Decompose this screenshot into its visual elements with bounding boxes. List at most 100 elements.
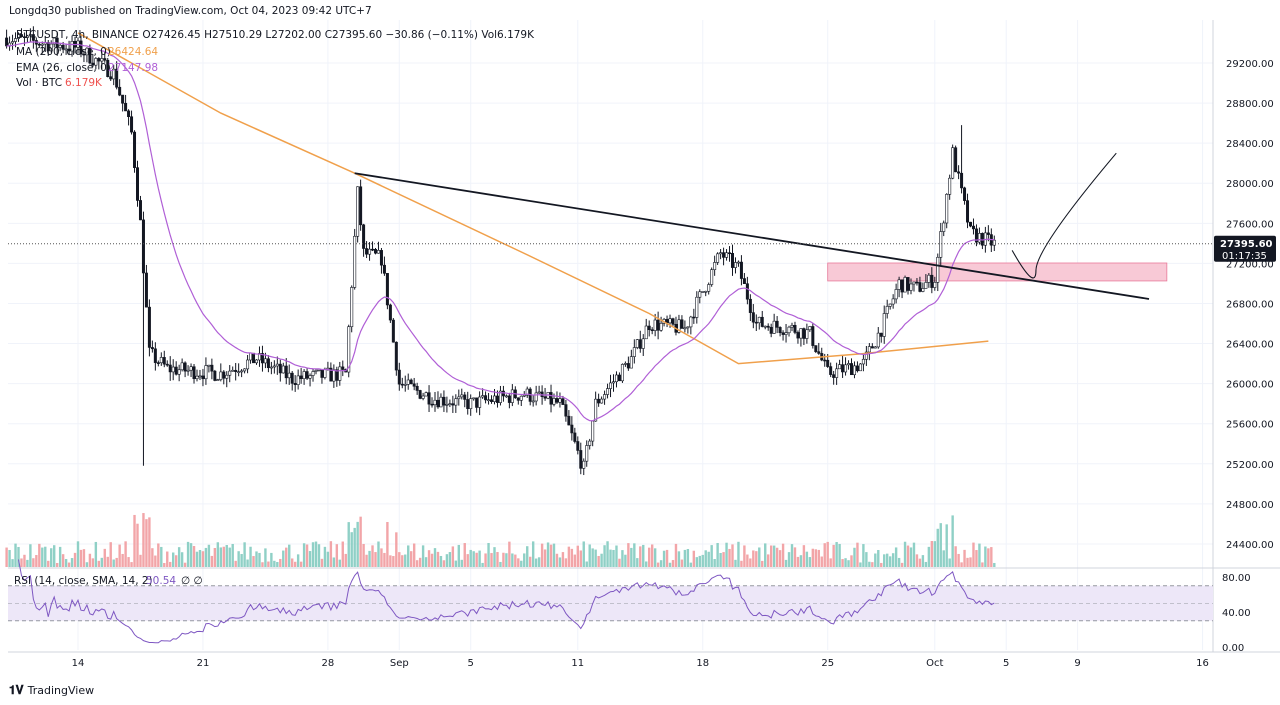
volume-bar xyxy=(508,541,511,567)
candle-body xyxy=(927,274,931,283)
candle-body xyxy=(858,363,862,372)
candle-body xyxy=(400,383,404,386)
candle-body xyxy=(760,316,764,327)
volume-bar xyxy=(157,543,160,567)
candle-body xyxy=(936,256,940,283)
volume-bar xyxy=(412,543,416,567)
candle-body xyxy=(606,388,610,395)
candle-body xyxy=(302,371,306,380)
candle-body xyxy=(814,345,818,352)
candle-body xyxy=(359,186,363,226)
tradingview-logo[interactable]: 𝟏𝐕 TradingView xyxy=(9,683,94,698)
candle-body xyxy=(635,339,639,348)
volume-bar xyxy=(636,558,639,567)
volume-bar xyxy=(344,553,347,567)
candle-body xyxy=(430,403,434,406)
candle-body xyxy=(591,420,595,442)
candle-body xyxy=(412,383,416,387)
rsi-visibility-icons: ∅ ∅ xyxy=(181,575,203,587)
volume-bar xyxy=(832,544,835,567)
candle-body xyxy=(799,328,803,339)
volume-bar xyxy=(549,544,553,567)
candle-body xyxy=(986,232,990,235)
candle-body xyxy=(100,58,104,62)
candle-body xyxy=(350,287,354,328)
candle-body xyxy=(852,365,856,376)
volume-bar xyxy=(841,559,844,567)
candle-body xyxy=(424,392,428,397)
candle-body xyxy=(308,375,312,379)
candle-body xyxy=(237,371,241,373)
volume-bar xyxy=(674,543,678,567)
volume-bar xyxy=(781,543,785,567)
tv-logo-icon: 𝟏𝐕 xyxy=(9,683,24,697)
volume-bar xyxy=(121,553,124,567)
candle-body xyxy=(379,250,383,266)
volume-bar xyxy=(784,559,788,567)
candle-body xyxy=(127,110,131,118)
candle-body xyxy=(255,359,259,364)
candle-body xyxy=(136,167,140,201)
candle-body xyxy=(335,369,339,381)
volume-bar xyxy=(445,554,449,567)
volume-bar xyxy=(356,521,359,567)
candle-body xyxy=(754,321,758,324)
volume-bar xyxy=(404,554,407,567)
volume-bar xyxy=(951,515,954,567)
volume-bar xyxy=(335,544,339,567)
volume-bar xyxy=(273,560,276,567)
candle-body xyxy=(314,370,318,372)
volume-bar xyxy=(469,549,472,567)
volume-bar xyxy=(880,562,883,567)
rsi-tick: 40.00 xyxy=(1222,608,1251,619)
volume-bar xyxy=(320,558,324,567)
candle-body xyxy=(421,395,425,399)
candle-body xyxy=(933,282,937,288)
candle-body xyxy=(130,116,134,133)
volume-bar xyxy=(853,547,856,567)
volume-bar xyxy=(91,558,95,567)
candle-body xyxy=(522,394,526,397)
candle-body xyxy=(900,279,904,293)
candle-body xyxy=(823,359,827,362)
volume-bar xyxy=(844,558,847,567)
volume-bar xyxy=(624,554,627,567)
candle-body xyxy=(260,353,264,364)
volume-bar xyxy=(305,544,309,567)
candle-body xyxy=(388,304,392,321)
volume-bar xyxy=(276,562,279,567)
volume-bar xyxy=(213,547,217,567)
volume-bar xyxy=(606,541,609,567)
volume-bar xyxy=(279,558,282,567)
price-tick: 24800.00 xyxy=(1226,500,1274,511)
candle-body xyxy=(864,351,868,360)
candle-body xyxy=(338,366,342,381)
candle-body xyxy=(490,399,494,402)
candle-body xyxy=(397,369,401,385)
candle-body xyxy=(266,358,270,369)
volume-bar xyxy=(850,555,853,567)
volume-bar xyxy=(642,544,645,567)
candle-body xyxy=(469,398,473,409)
candle-body xyxy=(882,313,886,337)
candle-body xyxy=(472,397,476,400)
volume-bar xyxy=(874,553,877,567)
volume-bar xyxy=(990,547,993,567)
price-tick: 26800.00 xyxy=(1226,299,1274,310)
candle-body xyxy=(698,291,702,298)
candle-body xyxy=(141,219,145,274)
rsi-legend-label: RSI (14, close, SMA, 14, 2) xyxy=(14,575,153,587)
candle-body xyxy=(186,369,190,372)
volume-bar xyxy=(921,555,925,567)
volume-bar xyxy=(448,552,452,567)
volume-bar xyxy=(76,541,80,567)
volume-bar xyxy=(368,550,371,567)
candle-body xyxy=(805,329,809,339)
volume-bar xyxy=(353,527,356,567)
time-tick: 25 xyxy=(821,658,834,669)
volume-bar xyxy=(174,555,178,567)
candle-body xyxy=(371,248,375,251)
candle-body xyxy=(97,58,101,62)
